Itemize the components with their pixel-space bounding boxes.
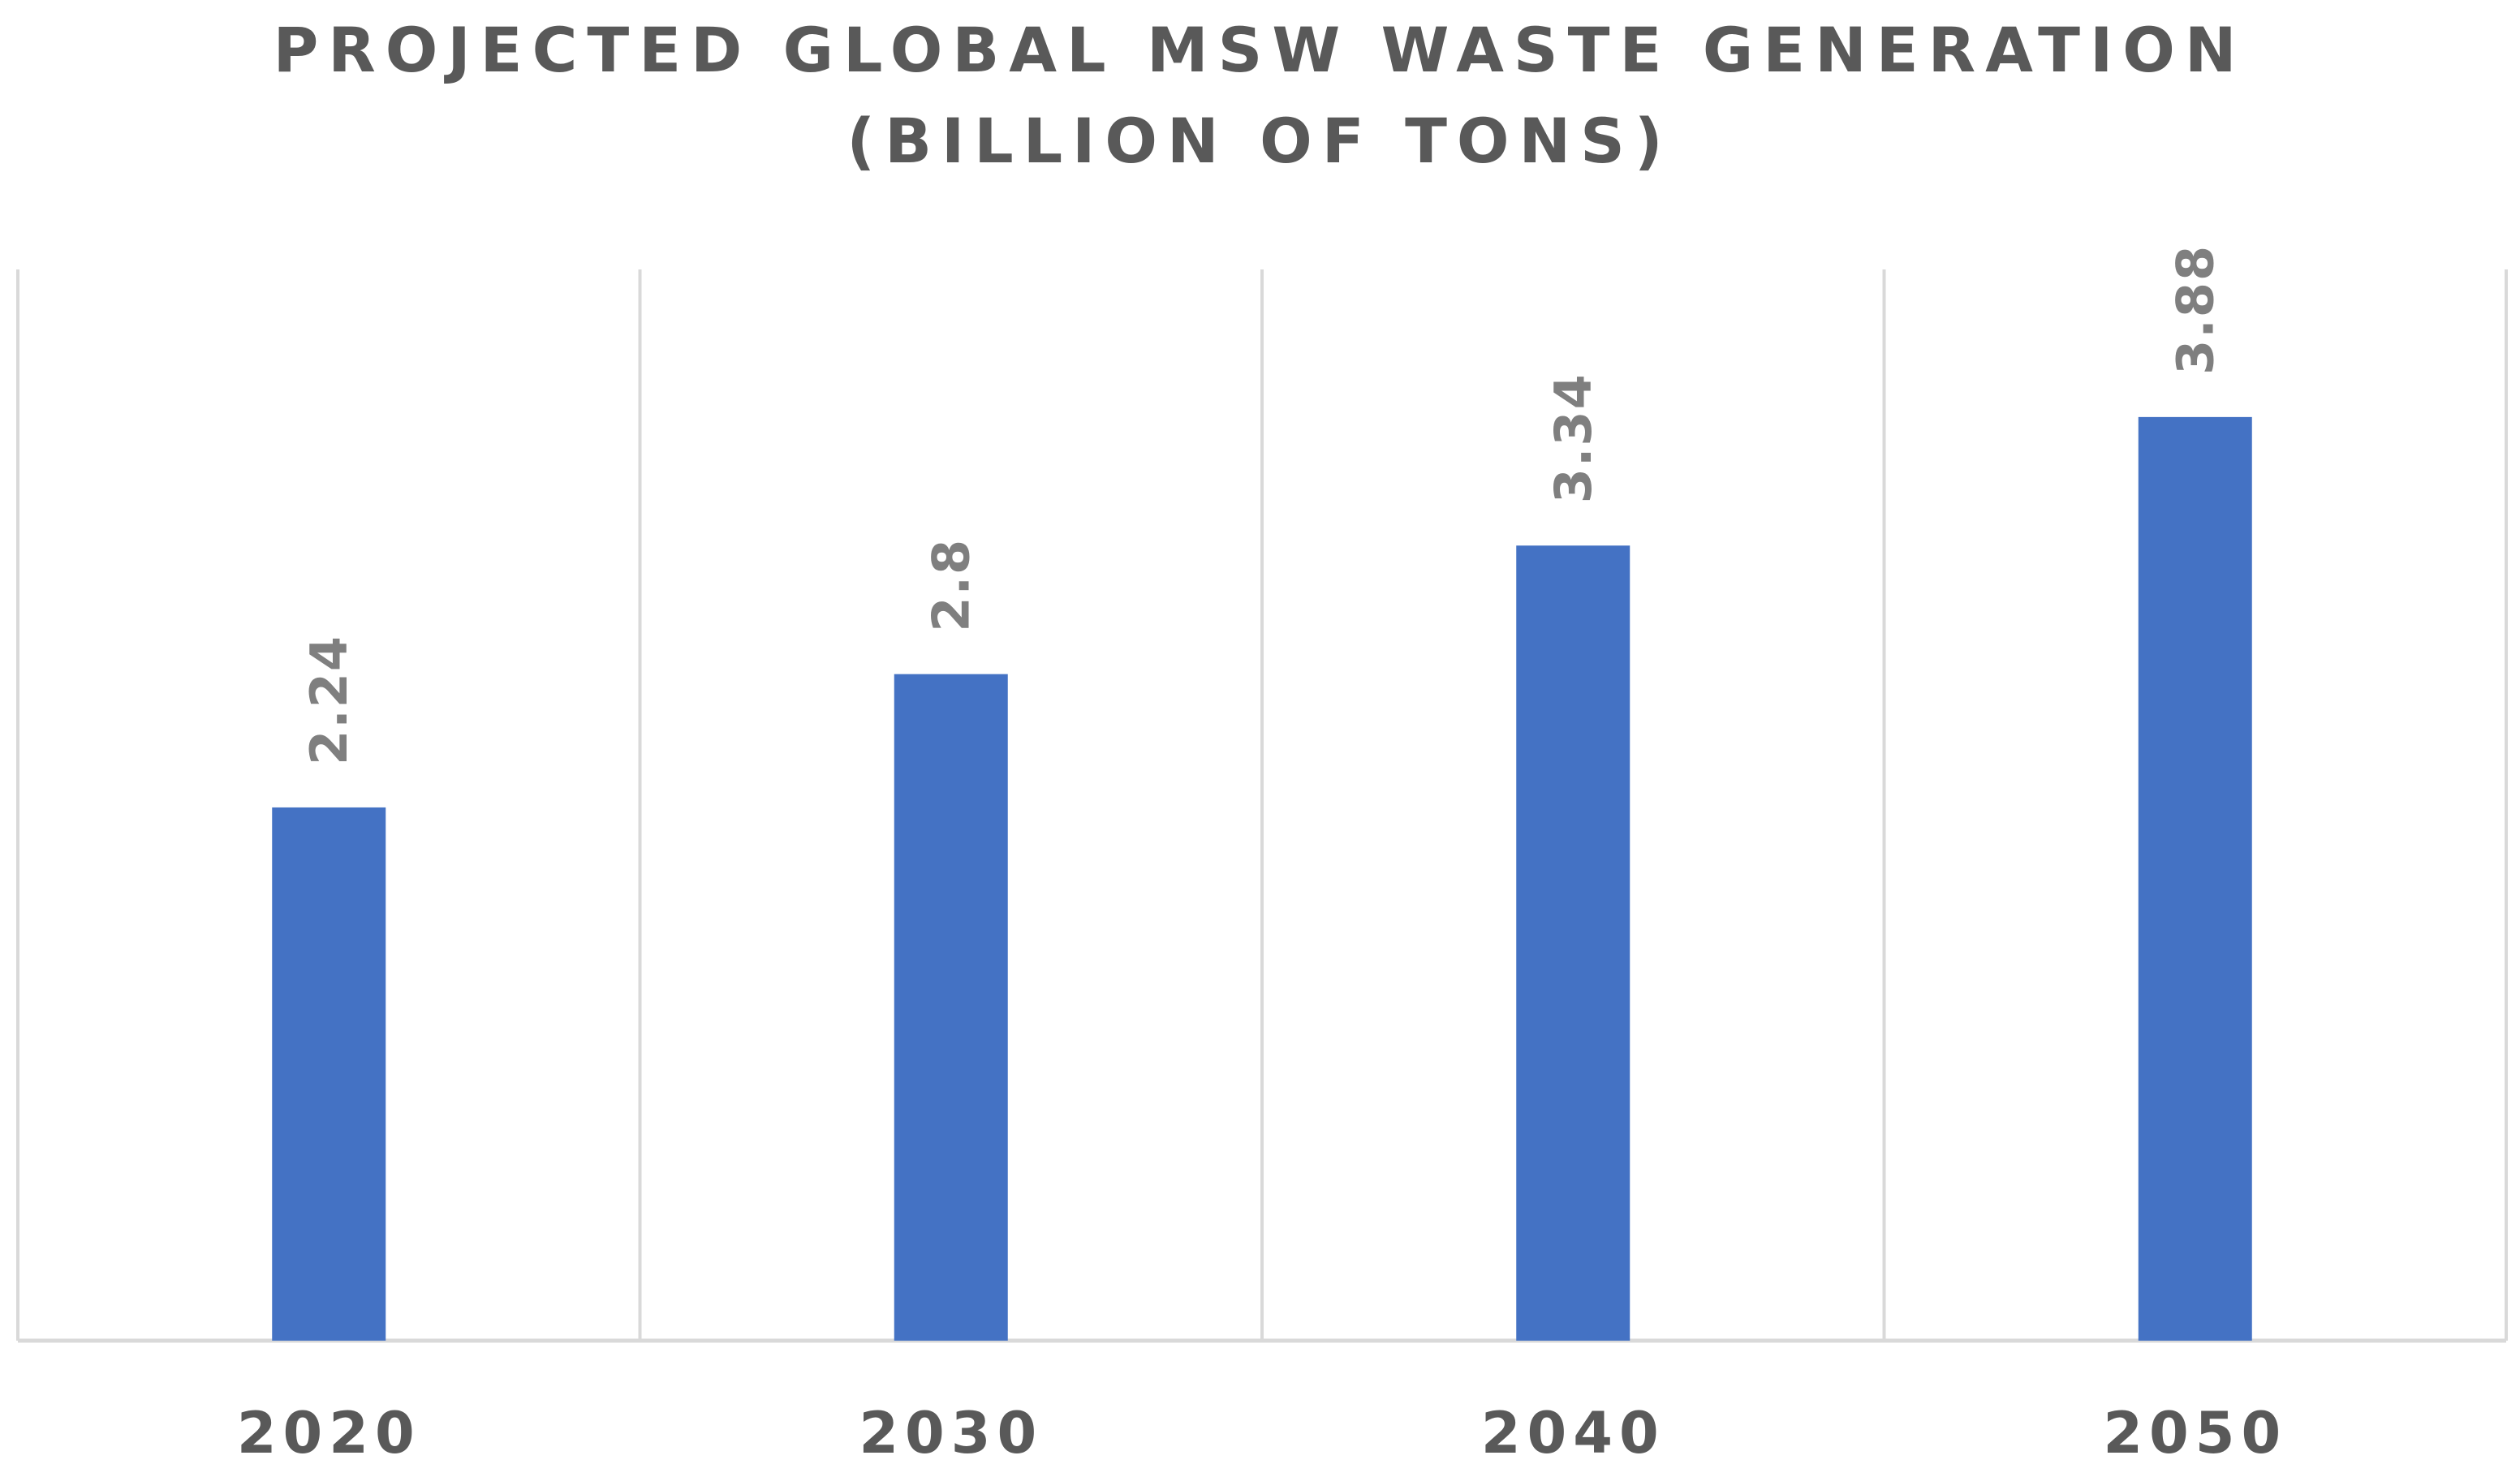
data-label-2040: 3.34 [1544, 372, 1603, 503]
bar-2030 [894, 674, 1008, 1341]
x-tick-label-2050: 2050 [2103, 1400, 2287, 1466]
bar-2020 [272, 807, 386, 1341]
data-label-2020: 2.24 [299, 635, 359, 765]
chart-subtitle: (BILLION OF TONS) [846, 105, 1672, 177]
x-tick-label-2030: 2030 [859, 1400, 1043, 1466]
chart-title: PROJECTED GLOBAL MSW WASTE GENERATION [274, 14, 2246, 86]
bar-2040 [1516, 545, 1630, 1341]
data-label-2050: 3.88 [2166, 244, 2225, 375]
data-label-2030: 2.8 [922, 538, 981, 632]
plot-area: 2.24 2020 2.8 2030 3.34 2040 3.88 2050 [16, 244, 2508, 1466]
bar-2050 [2138, 416, 2252, 1341]
x-tick-label-2040: 2040 [1481, 1400, 1665, 1466]
x-tick-label-2020: 2020 [237, 1400, 421, 1466]
